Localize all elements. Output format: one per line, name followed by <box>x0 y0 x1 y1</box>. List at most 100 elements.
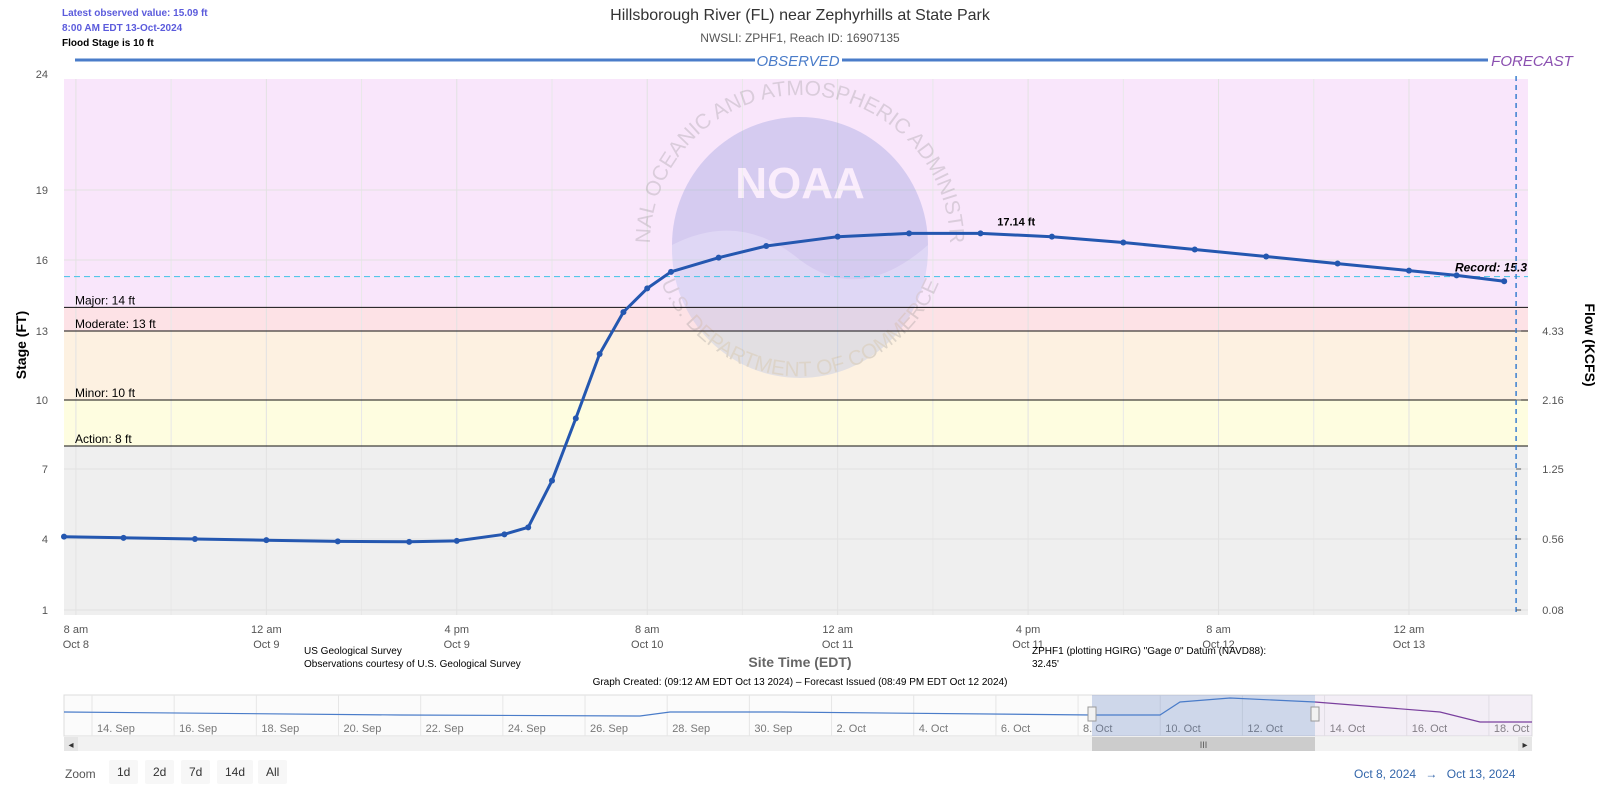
stage-point[interactable] <box>1048 233 1055 240</box>
flood-category-zones <box>64 79 1528 615</box>
navigator-forecast-line <box>1314 701 1532 723</box>
stage-point[interactable] <box>1191 246 1198 253</box>
stage-point[interactable] <box>453 537 460 544</box>
scroll-right-icon: ▸ <box>1522 740 1527 751</box>
y-tick-label: 7 <box>42 464 48 476</box>
major-threshold-label: Major: 14 ft <box>75 293 136 307</box>
action-threshold-label: Action: 8 ft <box>75 432 132 446</box>
y2-tick-label: 0.56 <box>1542 534 1563 546</box>
y2-tick-label: 0.08 <box>1542 605 1563 617</box>
stage-point[interactable] <box>406 538 413 545</box>
peak-label: 17.14 ft <box>997 216 1035 228</box>
stage-point[interactable] <box>1263 253 1270 260</box>
stage-point[interactable] <box>715 254 722 261</box>
observed-stage-line <box>63 231 1505 544</box>
navigator-handle-left[interactable] <box>1087 706 1097 722</box>
stage-point[interactable] <box>906 230 913 237</box>
stage-point[interactable] <box>1120 239 1127 246</box>
zoom-14d-button[interactable]: 14d <box>217 760 254 784</box>
stage-point[interactable] <box>334 538 341 545</box>
stage-point[interactable] <box>501 531 508 538</box>
source-agency: US Geological Survey <box>304 646 402 657</box>
minor-threshold-label: Minor: 10 ft <box>75 386 136 400</box>
stage-point[interactable] <box>1501 278 1508 285</box>
x-tick-label-time: 8 am <box>1206 624 1230 636</box>
y-tick-label: 16 <box>36 255 48 267</box>
moderate-threshold-label: Moderate: 13 ft <box>75 317 156 331</box>
navigator-date-label: 30. Sep <box>754 723 792 735</box>
source-courtesy: Observations courtesy of U.S. Geological… <box>304 659 521 670</box>
x-tick-label-date: Oct 13 <box>1393 639 1425 651</box>
y-tick-label: 10 <box>36 395 48 407</box>
x-tick-label-date: Oct 12 <box>1202 639 1234 651</box>
time-navigator[interactable]: 14. Sep 16. Sep 18. Sep 20. Sep 22. Sep 24. S… <box>0 690 1600 752</box>
moderate-flood-zone <box>64 307 1528 331</box>
noaa-logo-wave <box>672 230 928 378</box>
zoom-all-button[interactable]: All <box>258 760 288 784</box>
y-axis-title: Stage (FT) <box>13 311 29 379</box>
navigator-date-label: 18. Oct <box>1494 723 1529 735</box>
stage-point[interactable] <box>763 243 770 249</box>
navigator-date-label: 4. Oct <box>919 723 948 735</box>
stage-point[interactable] <box>1453 272 1460 279</box>
x-tick-label-date: Oct 11 <box>822 639 854 651</box>
chart-title: Hillsborough River (FL) near Zephyrhills… <box>610 7 990 24</box>
y2-axis-title: Flow (KCFS) <box>1582 303 1598 386</box>
navigator-date-label: 16. Sep <box>179 723 217 735</box>
stage-point[interactable] <box>977 230 984 237</box>
navigator-date-label: 12. Oct <box>1247 723 1282 735</box>
stage-point[interactable] <box>668 268 675 275</box>
scroll-left-icon: ◂ <box>68 740 73 751</box>
observed-forecast-bar: OBSERVED FORECAST <box>75 53 1575 70</box>
navigator-date-label: 14. Oct <box>1330 723 1365 735</box>
x-tick-label-date: Oct 11 <box>1012 639 1044 651</box>
zoom-2d-button[interactable]: 2d <box>145 760 175 784</box>
stage-point[interactable] <box>61 533 67 540</box>
navigator-handle-right[interactable] <box>1310 706 1320 722</box>
navigator-forecast-shade <box>1315 695 1532 736</box>
normal-zone <box>64 446 1528 615</box>
y2-tick-label: 4.33 <box>1542 326 1563 338</box>
y-tick-label: 13 <box>36 326 48 338</box>
stage-point[interactable] <box>1405 267 1412 274</box>
x-tick-label-time: 8 am <box>635 624 659 636</box>
zoom-1d-button[interactable]: 1d <box>109 760 139 784</box>
date-range[interactable]: Oct 8, 2024 → Oct 13, 2024 <box>1354 767 1515 781</box>
x-tick-label-date: Oct 9 <box>253 639 279 651</box>
stage-point[interactable] <box>263 537 270 544</box>
navigator-date-label: 14. Sep <box>97 723 135 735</box>
stage-point[interactable] <box>1334 260 1341 267</box>
navigator-date-label: 16. Oct <box>1412 723 1447 735</box>
y-tick-label: 19 <box>36 185 48 197</box>
stage-point[interactable] <box>191 536 198 542</box>
navigator-date-label: 2. Oct <box>837 723 866 735</box>
latest-observed-value: Latest observed value: 15.09 ft <box>62 8 208 19</box>
stage-point[interactable] <box>572 415 579 422</box>
x-tick-label-date: Oct 10 <box>631 639 663 651</box>
x-axis-title: Site Time (EDT) <box>748 654 852 670</box>
watermark-noaa-text: NOAA <box>735 159 865 208</box>
scroll-right-button[interactable] <box>1518 737 1532 751</box>
scroll-left-button[interactable] <box>64 737 78 751</box>
stage-point[interactable] <box>620 309 627 316</box>
y2-tick-label: 2.16 <box>1542 395 1563 407</box>
stage-point[interactable] <box>120 534 127 541</box>
scrollbar-grip-icon: III <box>1200 740 1208 750</box>
navigator-date-label: 28. Sep <box>672 723 710 735</box>
stage-hydrograph: NOAA NATIONAL OCEANIC AND ATMOSPHERIC AD… <box>0 0 1598 651</box>
stage-point[interactable] <box>525 524 532 531</box>
navigator-date-label: 22. Sep <box>426 723 464 735</box>
x-tick-label-time: 8 am <box>64 624 88 636</box>
x-tick-label-time: 12 am <box>251 624 282 636</box>
zoom-7d-button[interactable]: 7d <box>181 760 211 784</box>
stage-point[interactable] <box>596 351 603 357</box>
navigator-scrollbar-thumb[interactable] <box>1092 737 1315 751</box>
stage-point[interactable] <box>644 285 651 292</box>
range-from[interactable]: Oct 8, 2024 <box>1354 767 1417 781</box>
stage-point[interactable] <box>549 477 555 484</box>
stage-series: 17.14 ft <box>61 76 1517 615</box>
stage-point[interactable] <box>834 233 841 240</box>
chart-subtitle: NWSLI: ZPHF1, Reach ID: 16907135 <box>700 31 900 45</box>
range-to[interactable]: Oct 13, 2024 <box>1446 767 1516 781</box>
observed-label: OBSERVED <box>756 53 839 70</box>
